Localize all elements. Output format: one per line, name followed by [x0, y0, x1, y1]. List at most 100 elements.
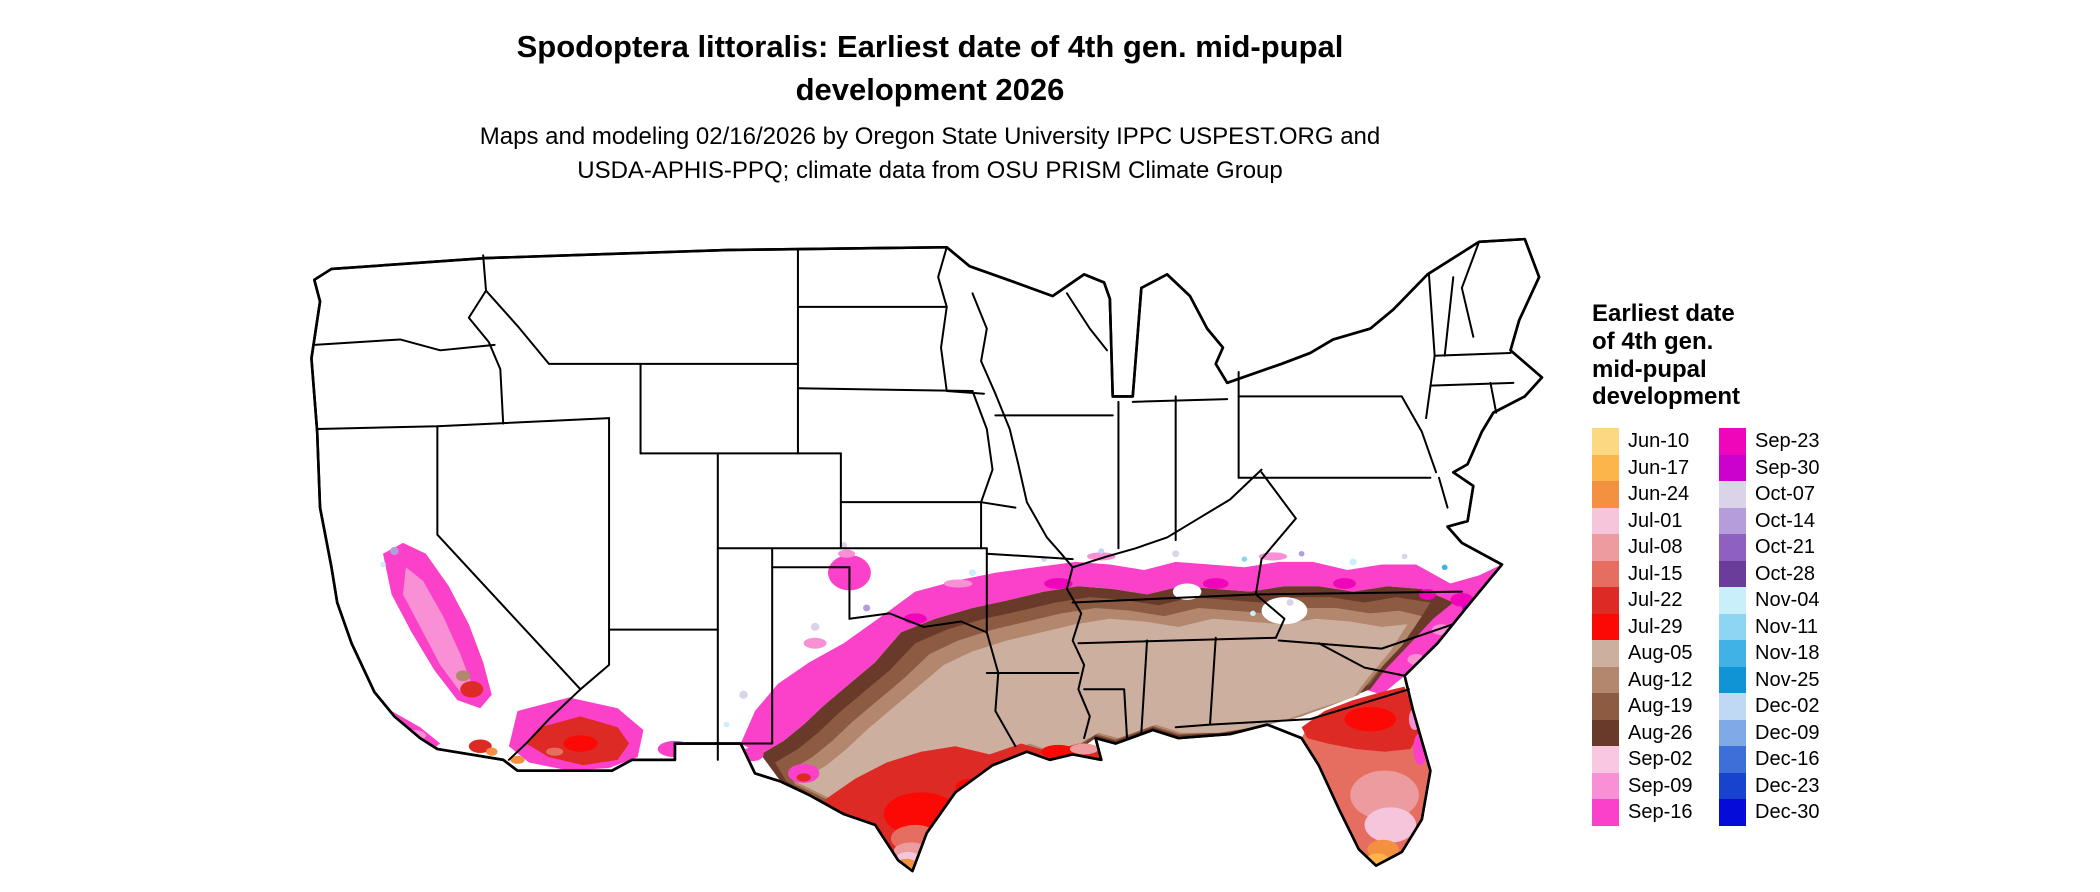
map-region	[455, 670, 471, 682]
legend-swatch	[1719, 587, 1746, 614]
map-region	[739, 690, 748, 699]
legend-label: Jul-01	[1628, 509, 1683, 532]
legend-entry: Jun-24	[1592, 481, 1693, 508]
legend-label: Oct-21	[1755, 536, 1816, 559]
legend-title: Earliest date of 4th gen. mid-pupal deve…	[1592, 300, 1972, 411]
legend-swatch	[1592, 613, 1619, 641]
legend-label: Nov-11	[1755, 615, 1818, 638]
map-region	[943, 579, 973, 588]
map-region	[1441, 564, 1448, 570]
legend-swatch	[1719, 772, 1746, 800]
subtitle-line-1: Maps and modeling 02/16/2026 by Oregon S…	[479, 123, 1381, 150]
map-region	[840, 542, 848, 549]
legend-label: Dec-02	[1755, 695, 1820, 718]
legend-swatch	[1592, 719, 1619, 747]
legend-entry: Nov-25	[1719, 666, 1820, 694]
legend-column-2: Sep-23 Sep-30 Oct-07 Oct-14 Oct-21 Oct-28 Nov-…	[1719, 428, 1820, 826]
map-region	[1450, 593, 1474, 607]
legend-entry: Jul-15	[1592, 560, 1693, 588]
legend-entry: Dec-23	[1719, 772, 1820, 800]
legend-label: Jul-22	[1628, 589, 1683, 612]
map-region	[803, 637, 827, 649]
legend-swatch	[1719, 666, 1746, 694]
legend-entry: Oct-07	[1719, 481, 1820, 508]
legend-entry: Sep-16	[1592, 799, 1693, 826]
legend-swatch	[1592, 693, 1619, 720]
legend-label: Aug-19	[1628, 695, 1693, 718]
page-subtitle: Maps and modeling 02/16/2026 by Oregon S…	[330, 120, 1530, 188]
legend-swatch	[1719, 428, 1746, 455]
map-region	[1344, 706, 1397, 732]
legend-swatch	[1719, 719, 1746, 747]
map-region	[468, 739, 492, 754]
map-region	[1261, 597, 1308, 625]
legend-swatch	[1592, 746, 1619, 773]
legend-swatch	[1592, 640, 1619, 667]
legend-entry: Aug-05	[1592, 640, 1693, 667]
map-region	[683, 748, 695, 755]
legend-title-line-2: of 4th gen.	[1592, 327, 1714, 355]
legend-label: Jul-29	[1628, 615, 1683, 638]
legend-entry: Oct-28	[1719, 560, 1820, 588]
legend-label: Aug-26	[1628, 721, 1693, 744]
map-region	[380, 561, 386, 568]
legend-label: Sep-02	[1628, 748, 1693, 771]
map-region	[1418, 588, 1437, 600]
title-line-1: Spodoptera littoralis: Earliest date of …	[516, 29, 1344, 64]
legend-swatch	[1719, 613, 1746, 641]
map-region	[1202, 578, 1229, 589]
map-region	[390, 546, 399, 556]
map-region	[1069, 743, 1099, 755]
legend-entry: Oct-21	[1719, 534, 1820, 561]
map-region	[1381, 874, 1388, 881]
map-region	[968, 569, 977, 577]
legend-swatch	[1719, 454, 1746, 482]
legend-title-line-4: development	[1592, 383, 1741, 411]
map-region	[1086, 552, 1116, 561]
legend-swatch	[1592, 481, 1619, 508]
legend-swatch	[1592, 454, 1619, 482]
map-region	[810, 622, 820, 632]
legend-label: Aug-05	[1628, 642, 1693, 665]
map-region	[1349, 558, 1357, 566]
map-region	[1333, 578, 1356, 589]
us-map	[300, 212, 1645, 890]
map-region	[1298, 551, 1305, 557]
map-region	[510, 755, 525, 764]
map-region	[546, 747, 564, 756]
map-region	[797, 618, 1408, 861]
map-region	[486, 747, 498, 756]
legend-swatch	[1719, 693, 1746, 720]
legend-entry: Dec-09	[1719, 719, 1820, 747]
legend: Earliest date of 4th gen. mid-pupal deve…	[1592, 300, 1972, 828]
legend-swatch	[1719, 481, 1746, 508]
legend-label: Jun-17	[1628, 456, 1690, 479]
page-title: Spodoptera littoralis: Earliest date of …	[330, 26, 1530, 112]
legend-entry: Jul-08	[1592, 534, 1693, 561]
map-region	[740, 561, 1480, 755]
legend-swatch	[1592, 534, 1619, 561]
legend-swatch	[1719, 534, 1746, 561]
legend-entry: Aug-26	[1592, 719, 1693, 747]
map-region	[1044, 578, 1073, 589]
map-region	[1370, 872, 1377, 879]
legend-swatch	[1592, 799, 1619, 826]
legend-entry: Sep-09	[1592, 772, 1693, 800]
legend-title-line-1: Earliest date	[1592, 300, 1735, 327]
legend-entry: Dec-02	[1719, 693, 1820, 720]
map-region	[1172, 583, 1202, 600]
map-region	[1286, 599, 1294, 606]
legend-swatch	[1592, 587, 1619, 614]
map-region	[1241, 556, 1248, 562]
legend-entry: Jul-01	[1592, 507, 1693, 535]
legend-label: Nov-04	[1755, 589, 1820, 612]
map-region	[1364, 807, 1417, 843]
legend-entry: Jun-10	[1592, 428, 1693, 455]
map-region	[1250, 610, 1256, 617]
map-region	[460, 681, 484, 698]
legend-entry: Jun-17	[1592, 454, 1693, 482]
legend-label: Sep-09	[1628, 774, 1693, 797]
legend-entry: Sep-02	[1592, 746, 1693, 773]
legend-title-line-3: mid-pupal	[1592, 355, 1707, 383]
legend-swatch	[1719, 560, 1746, 588]
